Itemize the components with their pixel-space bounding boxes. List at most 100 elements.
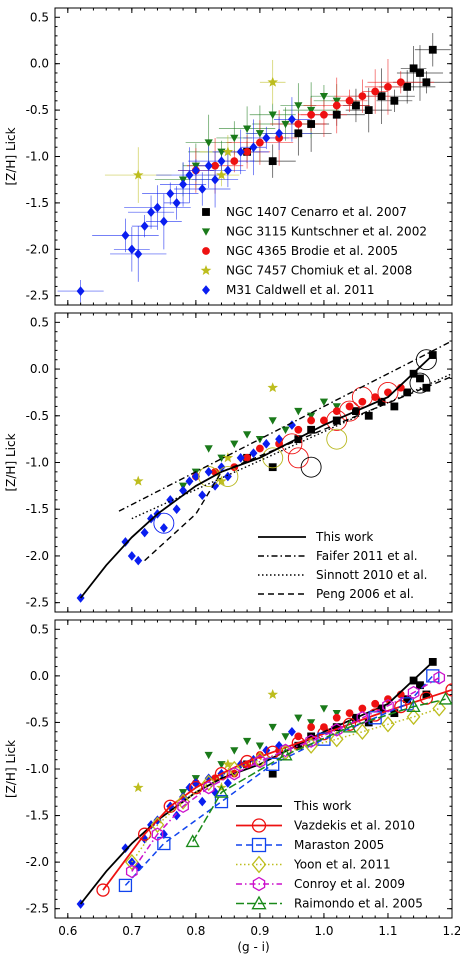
model-marker xyxy=(150,816,165,834)
data-point xyxy=(159,216,168,227)
data-point xyxy=(403,388,412,397)
data-point xyxy=(384,82,392,91)
data-point xyxy=(198,184,207,194)
model-marker xyxy=(125,864,138,879)
x-tick-label: 1.0 xyxy=(314,924,333,938)
data-point xyxy=(230,157,239,166)
data-point xyxy=(166,188,175,199)
x-tick-label: 0.8 xyxy=(186,924,205,938)
data-point xyxy=(320,416,328,425)
y-axis-label: [Z/H] Lick xyxy=(4,127,18,185)
model-marker xyxy=(355,723,370,740)
model-marker xyxy=(278,747,293,761)
data-point xyxy=(390,96,399,105)
data-point xyxy=(268,723,277,732)
legend-marker xyxy=(251,818,267,833)
plot-area xyxy=(76,658,452,909)
data-point xyxy=(140,221,149,231)
x-tick-label: 0.7 xyxy=(122,924,141,938)
model-marker xyxy=(330,723,343,737)
data-point xyxy=(159,829,168,839)
data-point xyxy=(127,244,136,255)
data-point xyxy=(294,425,303,434)
y-tick-label: -2.5 xyxy=(26,596,49,610)
model-line xyxy=(131,707,440,863)
model-marker xyxy=(279,743,292,758)
model-marker xyxy=(163,799,177,813)
legend-label: Raimondo et al. 2005 xyxy=(294,897,423,911)
data-point xyxy=(287,726,296,737)
model-marker xyxy=(406,708,421,726)
data-point xyxy=(262,439,271,449)
data-point xyxy=(307,416,316,425)
data-point xyxy=(249,448,258,458)
legend-label: Maraston 2005 xyxy=(294,838,384,852)
legend-marker xyxy=(251,895,267,910)
data-point xyxy=(191,471,200,482)
data-point xyxy=(319,398,329,406)
data-point xyxy=(198,796,207,807)
model-marker xyxy=(426,669,440,683)
y-tick-label: -2.5 xyxy=(26,902,49,916)
data-point xyxy=(242,125,252,133)
legend-label: NGC 7457 Chomiuk et al. 2008 xyxy=(226,264,412,278)
y-tick-label: -2.0 xyxy=(26,549,49,563)
y-axis-label: [Z/H] Lick xyxy=(4,740,18,798)
data-point xyxy=(236,453,245,463)
data-point xyxy=(159,523,168,533)
y-tick-label: 0.5 xyxy=(30,10,49,24)
data-point xyxy=(172,198,181,208)
model-marker xyxy=(124,853,139,871)
data-point xyxy=(294,714,303,722)
y-tick-label: -0.5 xyxy=(26,103,49,117)
data-point xyxy=(319,705,329,713)
data-point xyxy=(416,374,424,383)
model-marker xyxy=(400,697,414,711)
data-point xyxy=(267,76,278,87)
model-marker xyxy=(185,834,200,848)
model-marker xyxy=(381,716,395,733)
model-marker xyxy=(356,711,369,725)
data-point xyxy=(222,452,234,463)
model-marker xyxy=(137,827,152,841)
data-point xyxy=(358,92,367,101)
legend-label: This work xyxy=(315,530,373,544)
y-tick-label: -2.0 xyxy=(26,855,49,869)
data-point xyxy=(307,723,316,731)
plot-area xyxy=(57,33,452,303)
data-point xyxy=(345,96,354,105)
legend-label: M31 Caldwell et al. 2011 xyxy=(226,283,375,297)
data-point xyxy=(332,713,341,722)
data-point xyxy=(121,230,130,241)
model-marker xyxy=(177,799,189,814)
legend-label: NGC 1407 Cenarro et al. 2007 xyxy=(226,205,407,219)
data-point xyxy=(358,704,367,713)
data-point xyxy=(179,179,188,190)
legend-marker xyxy=(202,285,210,295)
y-tick-label: -1.5 xyxy=(26,809,49,823)
data-point xyxy=(134,249,143,259)
data-point xyxy=(422,78,431,87)
y-tick-label: -1.5 xyxy=(26,502,49,516)
y-tick-label: -2.0 xyxy=(26,242,49,256)
data-point xyxy=(76,899,85,909)
data-point xyxy=(191,165,200,176)
model-marker xyxy=(438,691,452,705)
relation-line xyxy=(144,375,452,562)
relation-line xyxy=(79,354,434,599)
data-point xyxy=(222,758,234,769)
data-point xyxy=(211,174,220,185)
data-point xyxy=(371,87,380,96)
panel-middle: 0.5 0.0 -0.5 -1.0 -1.5 -2.0 -2.5 [Z/H] Lick This… xyxy=(4,312,453,613)
data-point xyxy=(332,709,341,718)
model-marker xyxy=(176,793,190,810)
y-tick-label: 0.0 xyxy=(30,57,49,71)
relation-line xyxy=(118,340,452,512)
data-point xyxy=(256,444,264,453)
data-point xyxy=(281,120,290,129)
data-point xyxy=(242,737,252,746)
model-marker xyxy=(189,780,203,795)
data-point xyxy=(294,129,303,138)
data-point xyxy=(403,82,412,91)
legend-label: NGC 4365 Brodie et al. 2005 xyxy=(226,244,398,258)
